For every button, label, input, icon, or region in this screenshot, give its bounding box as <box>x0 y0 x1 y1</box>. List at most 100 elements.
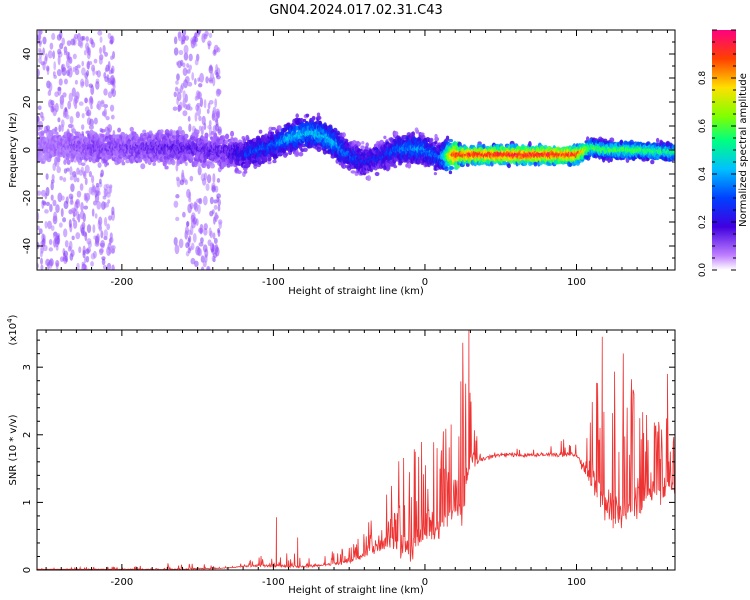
spectrogram-noise-cell <box>40 61 45 66</box>
spectrogram-noise-cell <box>174 244 180 255</box>
spectrogram-noise-cell <box>40 189 46 197</box>
spectrogram-noise-cell <box>109 104 115 112</box>
spectrogram-noise-cell <box>69 199 74 206</box>
spectrogram-noise-cell <box>57 117 61 123</box>
spectrogram-noise-cell <box>72 217 75 222</box>
spectrogram-noise-cell <box>91 208 95 217</box>
spectrogram-noise-cell <box>80 81 85 87</box>
spectrogram-cell <box>121 161 126 166</box>
spectrogram-noise-cell <box>207 124 212 130</box>
spectrogram-noise-cell <box>202 260 207 268</box>
spectrogram-noise-cell <box>217 198 221 207</box>
spectrogram-cell <box>68 123 73 129</box>
spectrogram-noise-cell <box>98 57 103 65</box>
spectrogram-cell <box>230 130 235 137</box>
spectrogram-noise-cell <box>57 55 61 66</box>
spectrogram-noise-cell <box>69 116 74 125</box>
spectrogram-noise-cell <box>85 248 90 255</box>
spectrogram-noise-cell <box>106 223 111 231</box>
spectrogram-noise-cell <box>83 170 87 180</box>
spectrogram-noise-cell <box>55 204 60 213</box>
spectrogram-cell <box>224 133 229 140</box>
spectrogram-noise-cell <box>109 39 114 45</box>
spectrogram-noise-cell <box>89 118 94 127</box>
spectrogram-noise-cell <box>83 192 87 201</box>
spectrogram-cell <box>393 165 398 169</box>
spectrogram-noise-cell <box>63 51 67 56</box>
spectrogram-noise-cell <box>76 262 80 270</box>
spectrogram-noise-cell <box>209 79 214 84</box>
spectrogram-noise-cell <box>176 97 179 106</box>
spectrogram-noise-cell <box>66 51 70 60</box>
spectrogram-noise-cell <box>53 231 58 240</box>
spectrogram-noise-cell <box>51 173 55 181</box>
spectrogram-noise-cell <box>75 111 80 119</box>
spectrogram-cell <box>117 127 122 133</box>
spectrogram-noise-cell <box>78 101 84 106</box>
spectrogram-noise-cell <box>111 206 115 216</box>
spectrogram-noise-cell <box>81 60 85 67</box>
spectrogram-noise-cell <box>177 31 182 42</box>
spectrogram-noise-cell <box>102 44 106 54</box>
spectrogram-cell <box>164 165 169 170</box>
spectrogram-noise-cell <box>48 247 54 252</box>
spectrogram-noise-cell <box>62 217 67 223</box>
spectrogram-noise-cell <box>58 124 62 133</box>
spectrogram-noise-cell <box>56 69 62 77</box>
spectrogram-noise-cell <box>100 239 106 249</box>
spectrogram-cell <box>365 142 369 148</box>
spectrogram-noise-cell <box>85 111 90 116</box>
spectrogram-noise-cell <box>47 90 52 97</box>
spectrogram-cell <box>55 131 59 136</box>
spectrogram-noise-cell <box>175 80 179 85</box>
spectrogram-noise-cell <box>187 247 191 254</box>
spectrogram-noise-cell <box>178 238 184 249</box>
spectrogram-noise-cell <box>48 99 53 108</box>
spectrogram-noise-cell <box>96 201 102 210</box>
spectrogram-cell <box>302 147 308 153</box>
spectrogram-cell <box>305 113 310 118</box>
spectrogram-noise-cell <box>65 59 70 69</box>
spectrogram-noise-cell <box>215 71 219 78</box>
spectrogram-noise-cell <box>200 255 205 263</box>
spectrogram-noise-cell <box>62 177 67 183</box>
spectrogram-noise-cell <box>208 32 213 39</box>
spectrogram-noise-cell <box>203 223 208 231</box>
spectrogram-noise-cell <box>176 61 179 66</box>
spectrogram-noise-cell <box>177 104 182 112</box>
spectrogram-noise-cell <box>176 73 180 81</box>
spectrogram-noise-cell <box>44 209 49 214</box>
spectrogram-noise-cell <box>93 117 98 125</box>
spectrogram-noise-cell <box>181 169 185 178</box>
spectrogram-noise-cell <box>212 49 217 57</box>
spectrogram-noise-cell <box>57 86 62 91</box>
spectrogram-noise-cell <box>203 228 208 236</box>
spectrogram-cell <box>236 170 242 174</box>
spectrogram-noise-cell <box>104 67 108 73</box>
spectrogram-noise-cell <box>212 106 217 116</box>
spectrogram-noise-cell <box>61 37 65 46</box>
spectrogram-noise-cell <box>74 79 78 85</box>
spectrogram-noise-cell <box>187 203 192 214</box>
spectrogram-noise-cell <box>102 264 108 270</box>
spectrogram-noise-cell <box>74 68 80 76</box>
spectrogram-cell <box>272 159 277 164</box>
spectrogram-noise-cell <box>50 182 54 191</box>
spectrogram-noise-cell <box>199 72 205 83</box>
spectrogram-noise-cell <box>176 177 181 188</box>
spectrogram-noise-cell <box>69 175 74 181</box>
spectrogram-noise-cell <box>64 106 68 113</box>
spectrogram-noise-cell <box>99 173 103 178</box>
spectrogram-noise-cell <box>217 205 221 212</box>
spectrogram-noise-cell <box>101 258 106 266</box>
spectrogram-noise-cell <box>105 115 110 121</box>
spectrogram-noise-cell <box>88 83 94 88</box>
spectrogram-noise-cell <box>212 252 218 259</box>
spectrogram-noise-cell <box>191 72 195 81</box>
spectrogram-noise-cell <box>52 50 56 60</box>
spectrogram-noise-cell <box>187 237 191 247</box>
spectrogram-noise-cell <box>39 250 43 258</box>
spectrogram-noise-cell <box>41 115 45 122</box>
spectrogram-noise-cell <box>94 240 100 247</box>
spectrogram-noise-cell <box>64 240 69 248</box>
